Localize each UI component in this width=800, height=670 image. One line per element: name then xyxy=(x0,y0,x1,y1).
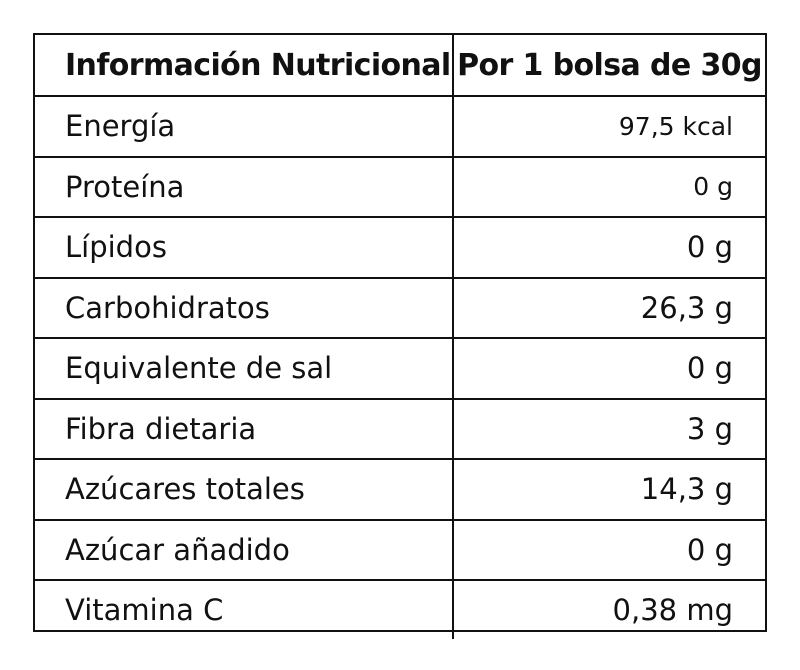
nutrient-name: Lípidos xyxy=(35,218,454,277)
nutrient-value: 26,3 g xyxy=(640,290,733,325)
table-row: Lípidos 0 g xyxy=(35,218,765,279)
table-header-row: Información Nutricional Por 1 bolsa de 3… xyxy=(35,35,765,97)
table-row: Proteína 0 g xyxy=(35,157,765,218)
table-row: Azúcar añadido 0 g xyxy=(35,520,765,581)
table-row: Energía 97,5 kcal xyxy=(35,97,765,158)
nutrient-value: 0 g xyxy=(686,230,733,265)
nutrient-value: 0 g xyxy=(686,532,733,567)
nutrient-name: Azúcares totales xyxy=(35,460,454,519)
nutrient-value: 0 g xyxy=(693,172,733,202)
nutrient-value: 97,5 kcal xyxy=(618,111,733,141)
nutrient-value: 14,3 g xyxy=(640,472,733,507)
table-row: Equivalente de sal 0 g xyxy=(35,339,765,400)
nutrient-name: Equivalente de sal xyxy=(35,339,454,398)
table-row: Vitamina C 0,38 mg xyxy=(35,581,765,639)
nutrient-name: Energía xyxy=(35,97,454,156)
table-row: Fibra dietaria 3 g xyxy=(35,399,765,460)
header-nutrient-label: Información Nutricional xyxy=(35,35,454,95)
nutrition-facts-table: Información Nutricional Por 1 bolsa de 3… xyxy=(33,33,767,639)
nutrient-name: Vitamina C xyxy=(35,581,454,639)
nutrient-name: Azúcar añadido xyxy=(35,520,454,579)
nutrient-name: Carbohidratos xyxy=(35,278,454,337)
header-serving-label: Por 1 bolsa de 30g xyxy=(457,47,762,83)
nutrient-value: 0 g xyxy=(686,351,733,386)
table-row: Azúcares totales 14,3 g xyxy=(35,460,765,521)
nutrient-value: 0,38 mg xyxy=(612,593,733,627)
nutrient-value: 3 g xyxy=(686,411,733,446)
table-row: Carbohidratos 26,3 g xyxy=(35,278,765,339)
nutrient-name: Proteína xyxy=(35,157,454,216)
nutrient-name: Fibra dietaria xyxy=(35,399,454,458)
